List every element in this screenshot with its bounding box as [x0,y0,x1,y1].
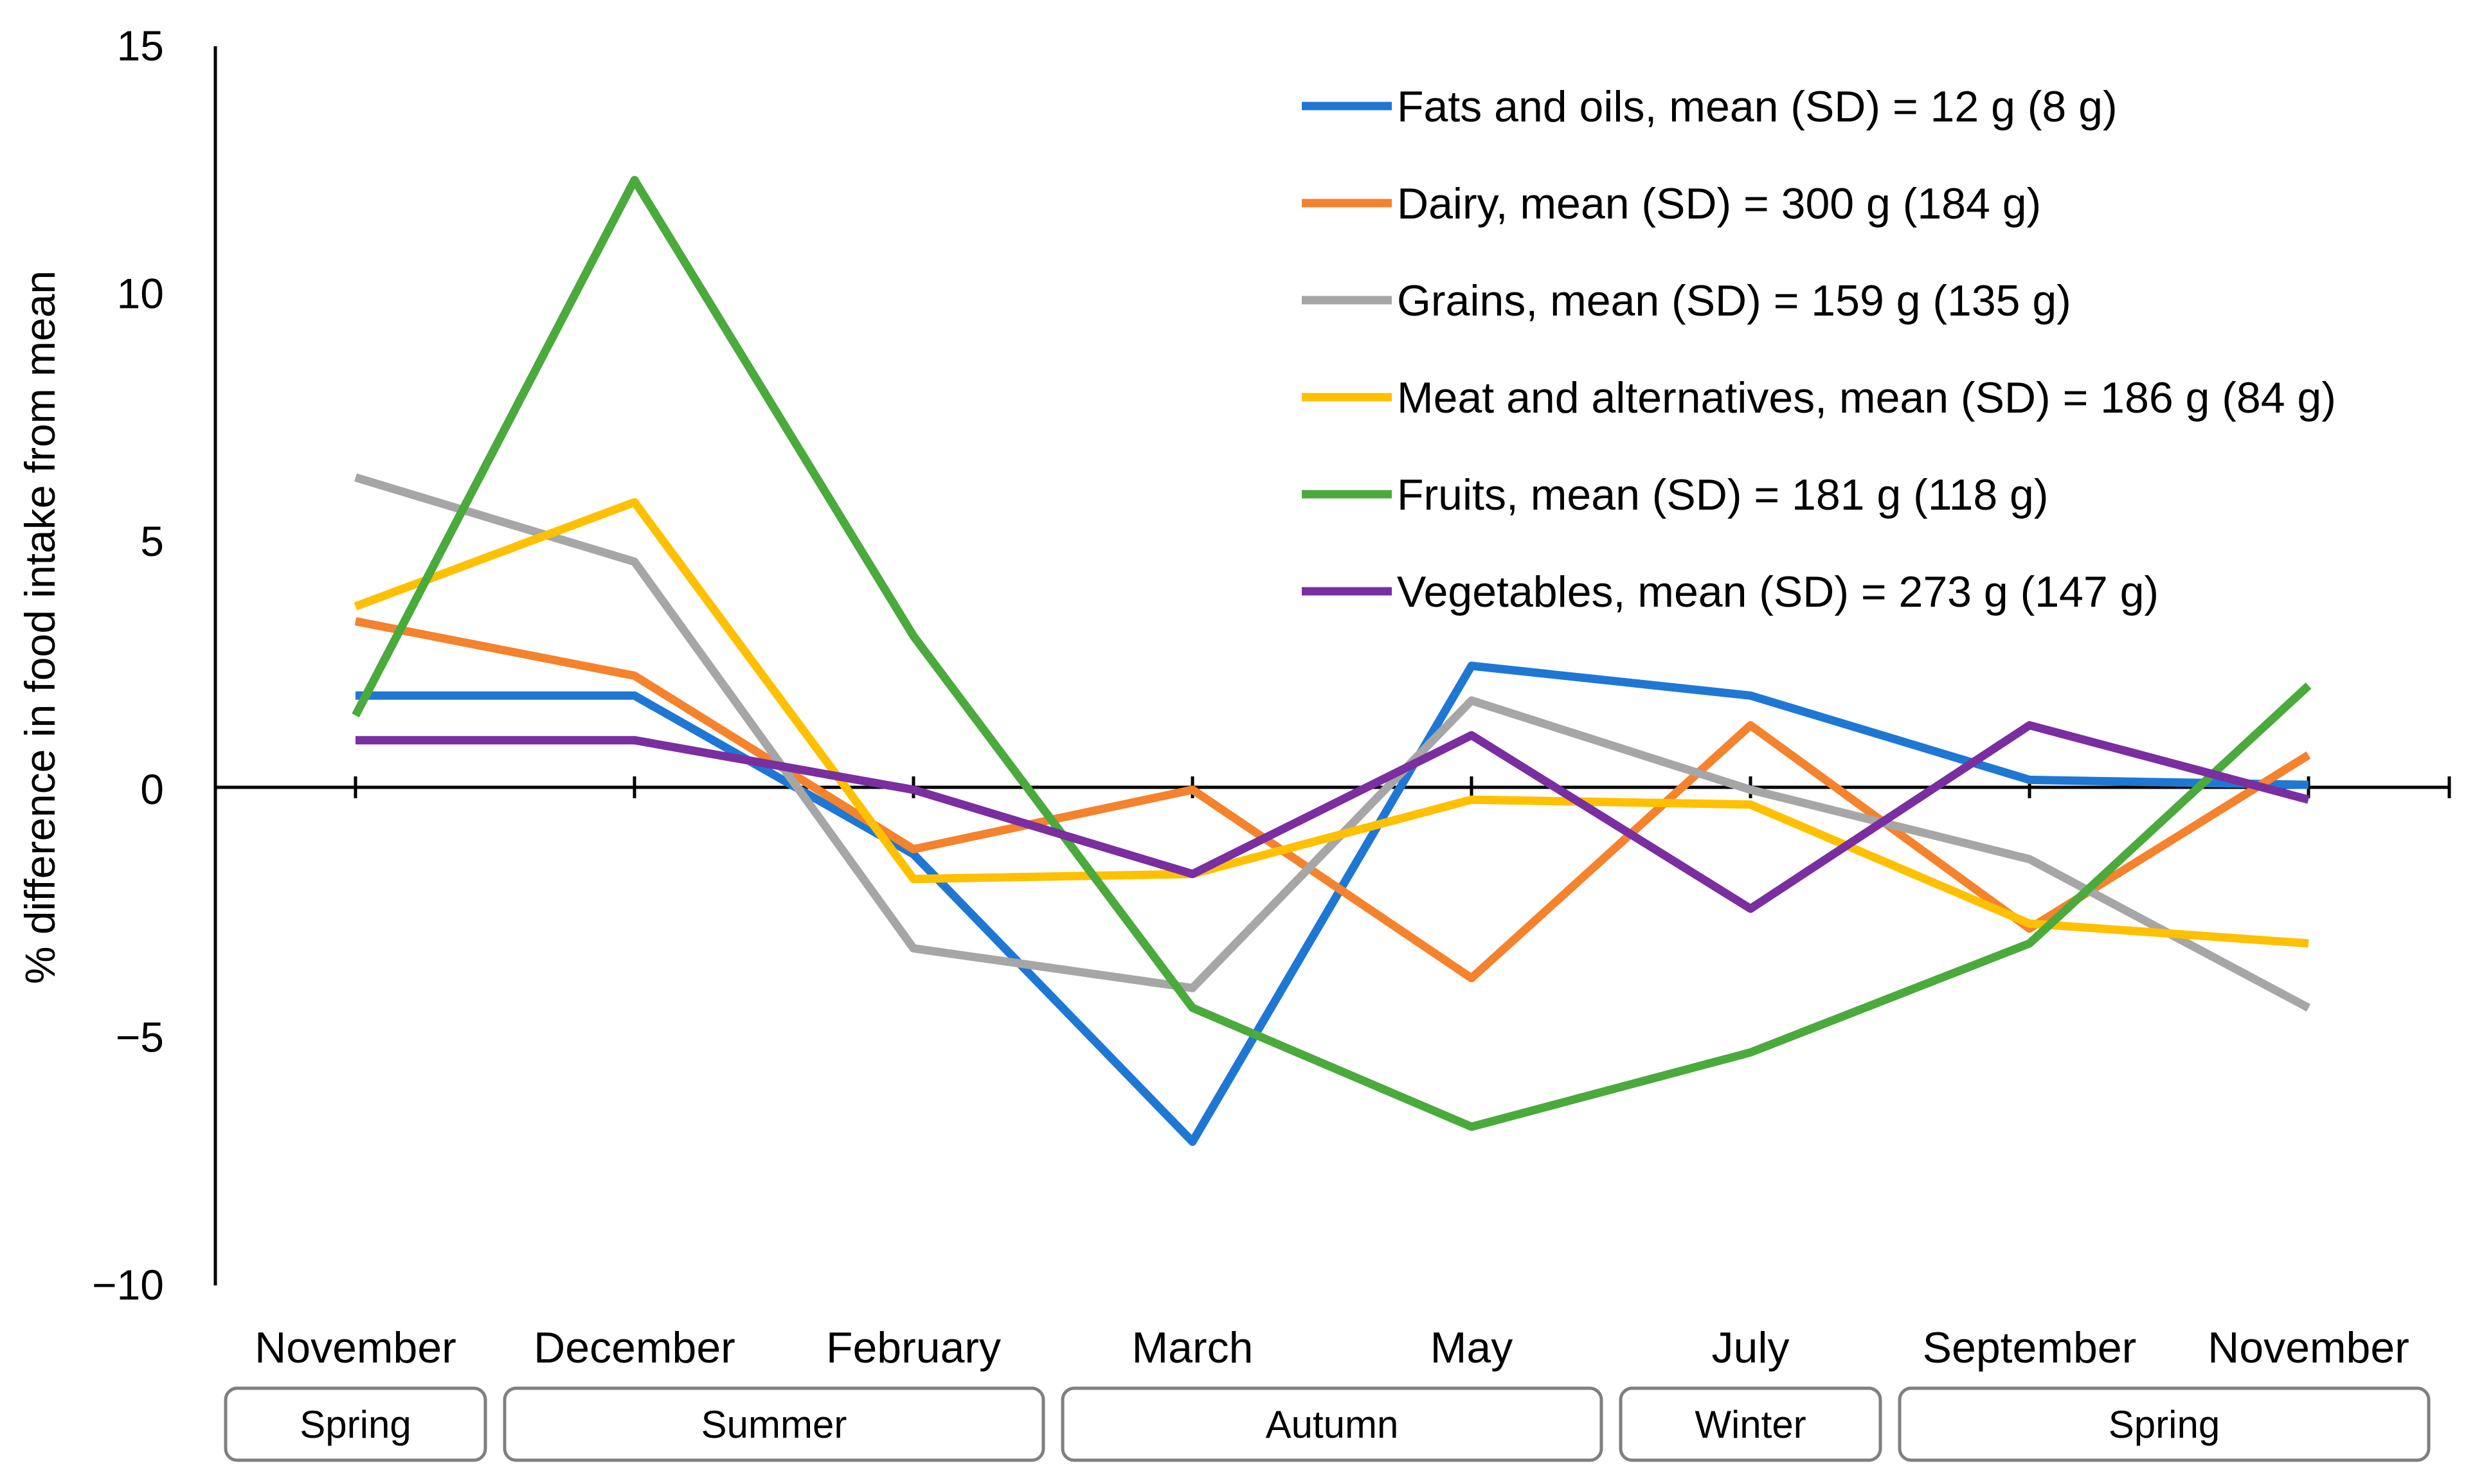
legend: Fats and oils, mean (SD) = 12 g (8 g) Dai… [1302,82,2336,616]
y-axis-ticks: 15 10 5 0 −5 −10 [92,22,164,1309]
season-box: Summer [503,1386,1045,1462]
y-tick-label: 10 [117,270,164,317]
y-axis-title: % difference in food intake from mean [16,271,64,984]
x-category-label: March [1132,1323,1254,1372]
legend-item: Grains, mean (SD) = 159 g (135 g) [1302,276,2071,325]
x-category-label: September [1923,1323,2137,1372]
legend-item: Meat and alternatives, mean (SD) = 186 g… [1302,373,2336,422]
season-label: Spring [300,1403,411,1446]
season-label: Winter [1695,1403,1806,1446]
y-tick-label: 15 [117,22,164,69]
x-category-label: May [1430,1323,1513,1372]
x-category-label: November [2208,1323,2409,1372]
axes [213,46,2449,1285]
season-box: Winter [1619,1386,1882,1462]
x-category-label: November [255,1323,456,1372]
season-label: Autumn [1266,1403,1399,1446]
legend-item: Vegetables, mean (SD) = 273 g (147 g) [1302,568,2159,616]
season-box: Autumn [1061,1386,1603,1462]
season-box: Spring [224,1386,487,1462]
season-label: Spring [2109,1403,2220,1446]
season-box-frame [224,1386,487,1462]
season-box-frame [1898,1386,2431,1462]
series-line-0 [356,661,2309,1146]
legend-label: Grains, mean (SD) = 159 g (135 g) [1397,276,2071,325]
season-box: Spring [1898,1386,2431,1462]
x-category-label: December [534,1323,735,1372]
series-line-3 [354,498,2309,948]
y-tick-label: −5 [116,1013,164,1060]
legend-item: Dairy, mean (SD) = 300 g (184 g) [1302,179,2041,228]
season-box-frame [1061,1386,1603,1462]
season-label: Summer [701,1403,847,1446]
legend-label: Fats and oils, mean (SD) = 12 g (8 g) [1397,82,2118,131]
series-lines [352,175,2312,1146]
legend-item: Fats and oils, mean (SD) = 12 g (8 g) [1302,82,2118,131]
season-box-frame [1619,1386,1882,1462]
x-category-label: July [1712,1323,1790,1372]
legend-label: Meat and alternatives, mean (SD) = 186 g… [1397,373,2336,422]
x-category-label: February [826,1323,1001,1372]
legend-label: Dairy, mean (SD) = 300 g (184 g) [1397,179,2041,228]
legend-label: Vegetables, mean (SD) = 273 g (147 g) [1397,568,2159,616]
legend-label: Fruits, mean (SD) = 181 g (118 g) [1397,470,2049,519]
legend-item: Fruits, mean (SD) = 181 g (118 g) [1302,470,2049,519]
y-tick-label: 0 [140,765,164,813]
series-line-2 [354,473,2311,1012]
y-tick-label: 5 [140,517,164,565]
season-box-frame [503,1386,1045,1462]
series-line-1 [354,617,2311,983]
month-labels: November December February March May July Sept… [255,1323,2409,1372]
y-tick-label: −10 [92,1261,164,1309]
series-line-5 [356,721,2310,913]
season-boxes: Spring Summer Autumn Winter Spring [224,1386,2431,1462]
series-line-4 [352,175,2312,1131]
